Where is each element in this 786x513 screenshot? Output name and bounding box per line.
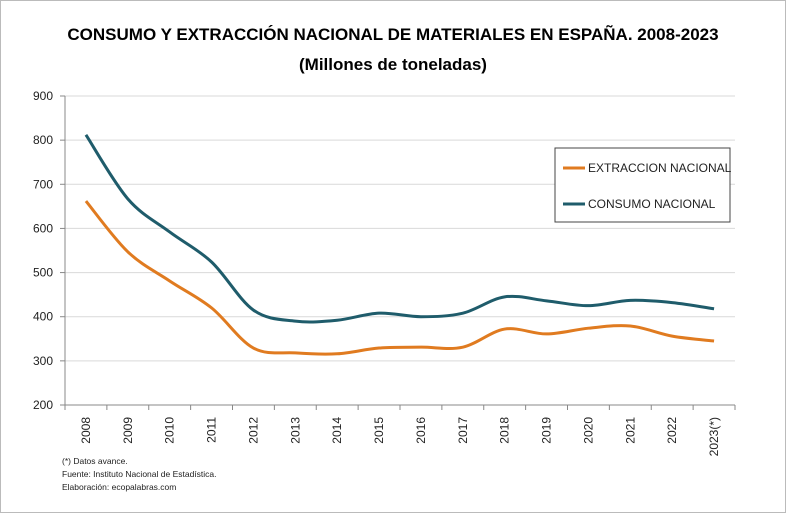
note: (*) Datos avance. bbox=[62, 456, 128, 466]
x-tick-label: 2013 bbox=[288, 417, 302, 444]
y-tick-label: 800 bbox=[33, 133, 53, 147]
chart-title: CONSUMO Y EXTRACCIÓN NACIONAL DE MATERIA… bbox=[67, 24, 718, 44]
legend-label: EXTRACCION NACIONAL bbox=[588, 161, 732, 175]
y-tick-label: 200 bbox=[33, 398, 53, 412]
y-tick-label: 600 bbox=[33, 221, 53, 235]
x-tick-label: 2009 bbox=[121, 417, 135, 444]
note: Elaboración: ecopalabras.com bbox=[62, 482, 176, 492]
x-tick-label: 2014 bbox=[330, 417, 344, 444]
x-tick-label: 2010 bbox=[163, 417, 177, 444]
legend-box bbox=[554, 147, 731, 223]
y-tick-label: 500 bbox=[33, 266, 53, 280]
x-tick-label: 2017 bbox=[456, 417, 470, 444]
line bbox=[84, 200, 715, 356]
x-tick-label: 2015 bbox=[372, 417, 386, 444]
x-tick-label: 2011 bbox=[205, 417, 219, 443]
note: Fuente: Instituto Nacional de Estadístic… bbox=[62, 469, 217, 479]
line bbox=[84, 134, 715, 324]
legend-label: CONSUMO NACIONAL bbox=[588, 197, 716, 211]
y-tick-label: 700 bbox=[33, 177, 53, 191]
x-tick-label: 2008 bbox=[79, 417, 93, 444]
x-tick-label: 2018 bbox=[498, 417, 512, 444]
chart-subtitle: (Millones de toneladas) bbox=[299, 55, 487, 74]
x-tick-label: 2021 bbox=[623, 417, 637, 444]
x-tick-label: 2020 bbox=[581, 417, 595, 444]
y-tick-label: 300 bbox=[33, 354, 53, 368]
x-tick-label: 2019 bbox=[540, 417, 554, 444]
x-tick-label: 2016 bbox=[414, 417, 428, 444]
x-tick-label: 2023(*) bbox=[707, 417, 721, 456]
y-tick-label: 400 bbox=[33, 310, 53, 324]
x-tick-label: 2012 bbox=[246, 417, 260, 444]
y-tick-label: 900 bbox=[33, 89, 53, 103]
x-tick-label: 2022 bbox=[665, 417, 679, 444]
